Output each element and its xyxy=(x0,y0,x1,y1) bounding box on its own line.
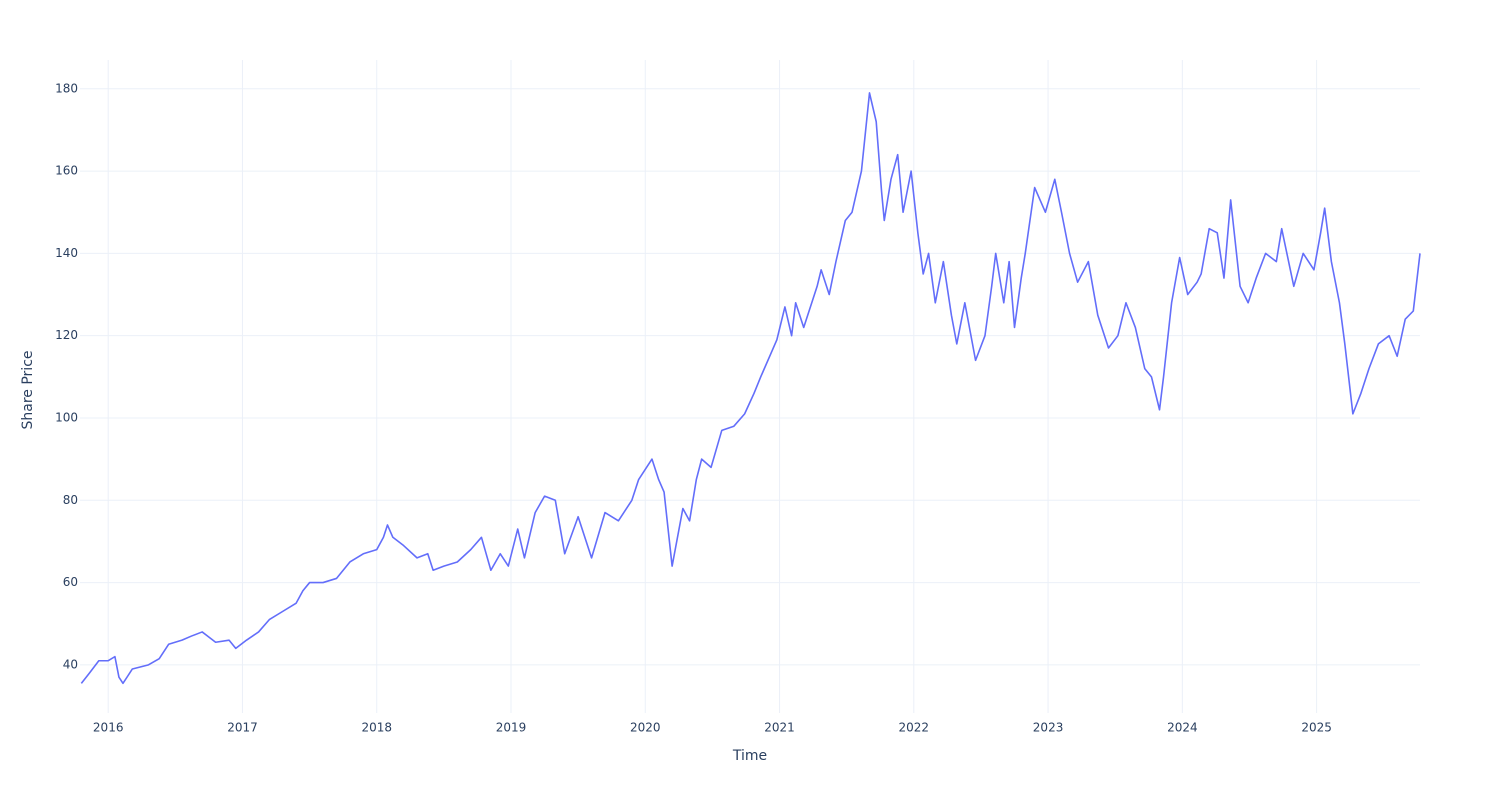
y-tick-label: 160 xyxy=(55,164,78,178)
y-tick-label: 40 xyxy=(63,657,78,671)
price-line xyxy=(80,92,1421,685)
y-tick-label: 100 xyxy=(55,410,78,424)
x-tick-label: 2017 xyxy=(227,721,258,735)
x-tick-label: 2025 xyxy=(1301,721,1332,735)
x-tick-label: 2020 xyxy=(630,721,661,735)
x-axis-title: Time xyxy=(732,748,767,764)
x-tick-label: 2021 xyxy=(764,721,795,735)
y-tick-label: 120 xyxy=(55,328,78,342)
x-tick-label: 2018 xyxy=(361,721,392,735)
x-tick-label: 2016 xyxy=(93,721,124,735)
y-tick-label: 80 xyxy=(63,493,78,507)
y-axis-title: Share Price xyxy=(20,350,36,429)
x-tick-label: 2023 xyxy=(1033,721,1064,735)
x-tick-label: 2019 xyxy=(496,721,527,735)
y-tick-label: 180 xyxy=(55,81,78,95)
grid xyxy=(80,60,1420,713)
x-tick-label: 2024 xyxy=(1167,721,1198,735)
y-tick-label: 60 xyxy=(63,575,78,589)
x-tick-label: 2022 xyxy=(899,721,930,735)
y-tick-label: 140 xyxy=(55,246,78,260)
